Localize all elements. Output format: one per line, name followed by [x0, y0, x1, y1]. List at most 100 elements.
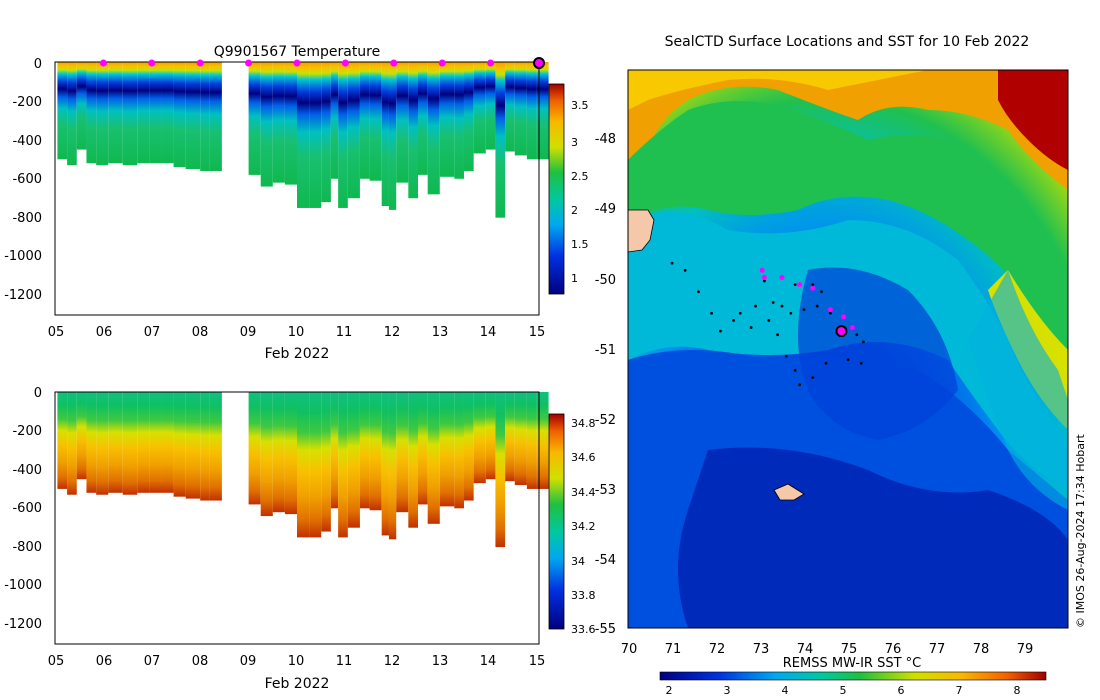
temperature-x-axis: 05 06 07 08 09 10 11 12 13 14 15: [48, 325, 546, 340]
surface-marker: [99, 59, 107, 67]
x-tick-label: 12: [384, 654, 401, 669]
profile-column: [173, 392, 186, 497]
colorbar-tick-label: 33.6: [571, 623, 596, 636]
profile-column: [96, 62, 109, 166]
y-tick-label: -400: [12, 134, 42, 149]
y-tick-label: -600: [12, 501, 42, 516]
x-tick-label: 15: [529, 654, 546, 669]
profile-column: [272, 62, 285, 183]
track-point: [798, 383, 801, 387]
sst-hot-northeast: [998, 70, 1068, 170]
surface-marker: [148, 59, 156, 67]
lon-tick-label: 73: [753, 642, 770, 657]
profile-column: [427, 62, 440, 195]
sst-cyan-east: [968, 270, 1068, 510]
daily-position-marker: [849, 325, 855, 331]
profile-column: [408, 392, 418, 528]
track-point: [811, 283, 815, 287]
profile-column: [309, 392, 322, 538]
y-tick-label: -1000: [4, 578, 42, 593]
sst-warm-north: [628, 70, 1068, 190]
last-position-marker: [533, 57, 545, 69]
y-tick-label: 0: [34, 386, 42, 401]
profile-column: [200, 62, 210, 171]
profile-column: [347, 392, 360, 528]
profile-column: [108, 392, 123, 493]
profile-column: [200, 392, 210, 501]
profile-column: [185, 62, 201, 170]
profile-column: [408, 62, 418, 199]
profile-column: [359, 392, 370, 509]
profile-column: [439, 62, 455, 177]
profile-column: [338, 392, 348, 538]
profile-column: [463, 392, 474, 501]
track-point: [802, 308, 806, 312]
lon-tick-label: 71: [665, 642, 682, 657]
lon-tick-label: 79: [1017, 642, 1034, 657]
salinity-section-panel: 0 -200 -400 -600 -800 -1000 -1200 05 06 …: [4, 386, 595, 692]
track-point: [793, 369, 797, 372]
x-tick-label: 09: [240, 654, 257, 669]
salinity-y-axis: 0 -200 -400 -600 -800 -1000 -1200: [4, 386, 42, 632]
y-tick-label: -200: [12, 95, 42, 110]
profile-column: [454, 392, 464, 509]
track-point: [771, 301, 775, 304]
salinity-section-cells: [57, 392, 549, 548]
daily-positions: [759, 267, 855, 338]
lat-tick-label: -53: [595, 483, 616, 498]
track-point: [670, 261, 674, 265]
track-point: [710, 311, 713, 315]
daily-position-marker: [761, 274, 767, 280]
y-tick-label: -200: [12, 424, 42, 439]
colorbar-tick-label: 6: [898, 684, 905, 697]
profile-column: [86, 392, 97, 493]
daily-position-marker: [841, 314, 847, 320]
track-point: [855, 333, 859, 337]
sst-green-front: [628, 101, 1068, 370]
sst-warm-north-band: [628, 70, 928, 110]
temperature-colorbar-ticks: 3.5 3 2.5 2 1.5 1: [571, 99, 589, 285]
track-point: [763, 279, 766, 283]
y-tick-label: -1000: [4, 249, 42, 264]
colorbar-tick-label: 34.8: [571, 417, 596, 430]
temperature-y-axis: 0 -200 -400 -600 -800 -1000 -1200: [4, 57, 42, 303]
track-point: [846, 358, 850, 362]
profile-column: [321, 392, 331, 532]
salinity-colorbar-ticks: 34.8 34.6 34.4 34.2 34 33.8 33.6: [571, 417, 596, 636]
profile-column: [347, 62, 360, 199]
lat-tick-label: -51: [595, 343, 616, 358]
profile-column: [418, 62, 428, 175]
y-tick-label: -1200: [4, 288, 42, 303]
profile-column: [76, 392, 87, 480]
colorbar-tick-label: 3.5: [571, 99, 589, 112]
colorbar-tick-label: 3: [724, 684, 731, 697]
profile-column: [505, 392, 515, 482]
y-tick-label: -400: [12, 463, 42, 478]
profile-column: [330, 392, 339, 509]
profile-column: [76, 62, 87, 150]
profile-column: [96, 392, 109, 495]
x-tick-label: 05: [48, 654, 65, 669]
salinity-x-axis: 05 06 07 08 09 10 11 12 13 14 15: [48, 654, 546, 669]
track-point: [767, 318, 771, 322]
x-tick-label: 08: [192, 654, 209, 669]
land-heard-island: [773, 483, 805, 501]
profile-column: [485, 62, 496, 150]
profile-column: [161, 62, 174, 164]
x-tick-label: 10: [288, 325, 305, 340]
colorbar-tick-label: 3: [571, 136, 578, 149]
salinity-axes-frame: [54, 391, 540, 645]
track-point: [824, 361, 828, 365]
profile-column: [536, 62, 549, 160]
x-tick-label: 14: [480, 654, 497, 669]
lon-tick-label: 75: [841, 642, 858, 657]
profile-column: [57, 392, 68, 489]
track-point: [859, 361, 863, 365]
x-tick-label: 06: [96, 325, 113, 340]
profile-column: [209, 392, 222, 501]
profile-column: [473, 392, 486, 484]
lon-tick-label: 78: [973, 642, 990, 657]
profile-column: [439, 392, 455, 507]
profile-column: [388, 62, 397, 210]
